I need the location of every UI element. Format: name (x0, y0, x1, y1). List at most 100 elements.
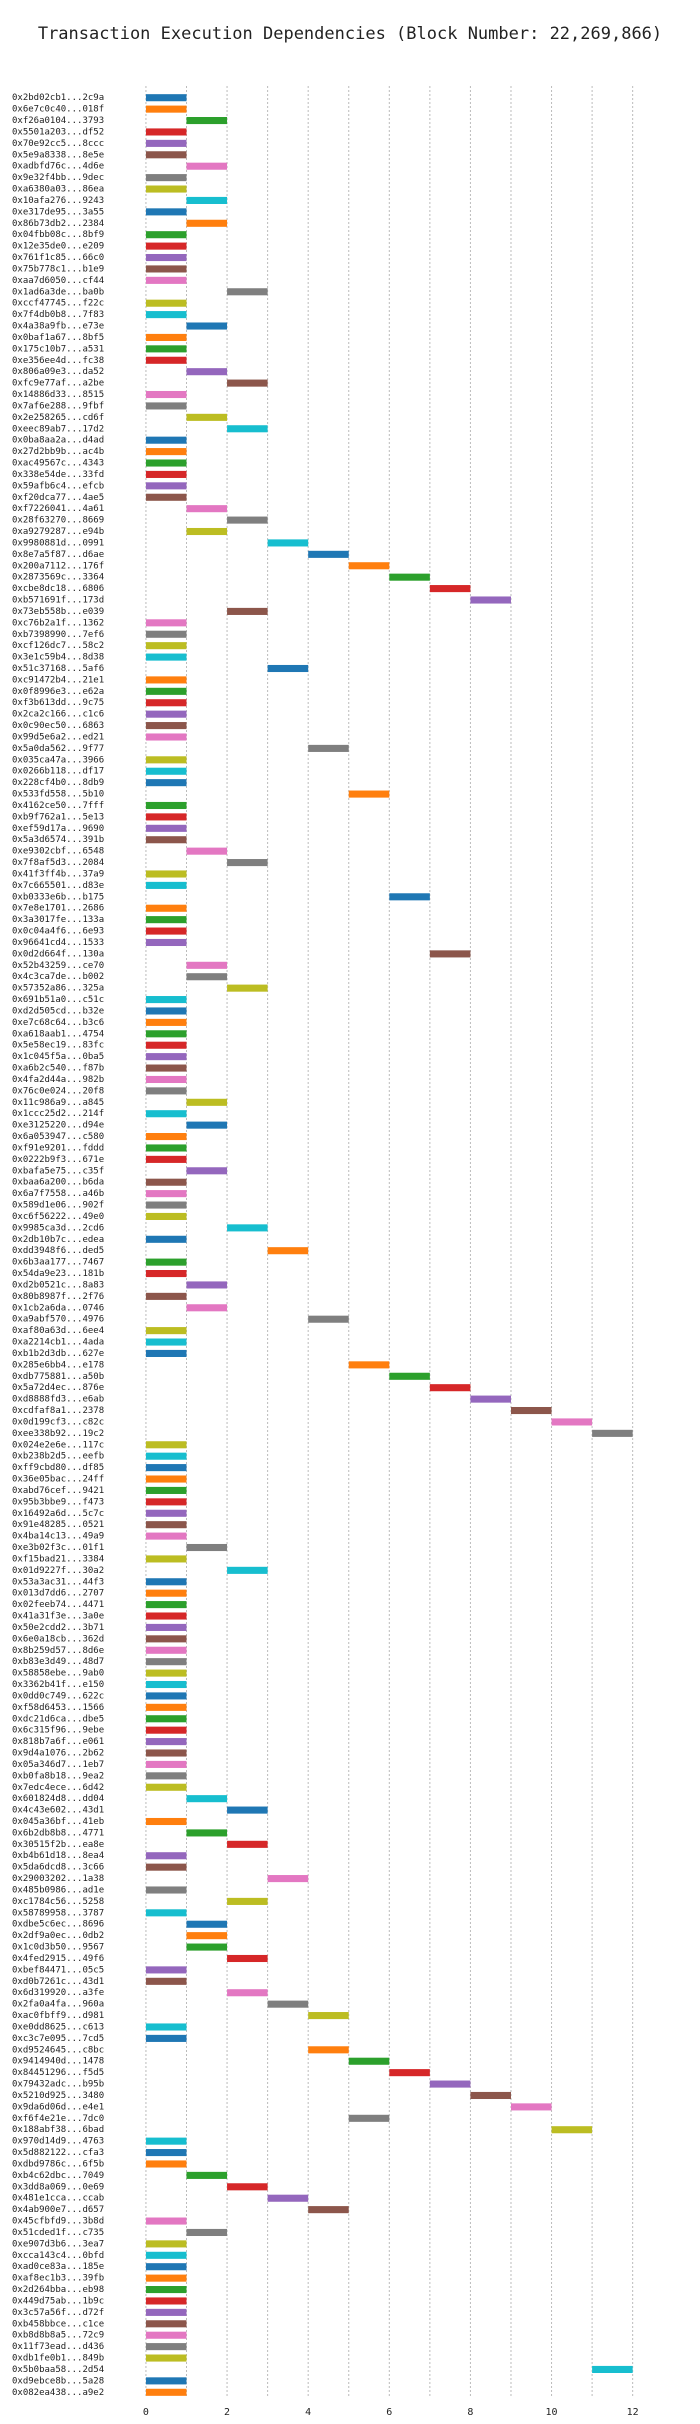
y-tick-label: 0x16492a6d...5c7c (12, 1509, 104, 1519)
bar (145, 1612, 187, 1620)
y-tick-label: 0x4fed2915...49f6 (12, 1954, 104, 1964)
bar (186, 322, 228, 330)
y-tick-label: 0x7f8af5d3...2084 (12, 858, 104, 868)
bar (227, 1989, 268, 1997)
bar (145, 1452, 187, 1460)
y-tick-label: 0x0d199cf3...c82c (12, 1417, 104, 1427)
bar (145, 2251, 187, 2259)
y-tick-label: 0x589d1e06...902f (12, 1201, 104, 1211)
y-tick-label: 0xb1b2d3db...627e (12, 1349, 104, 1359)
bar (470, 596, 511, 604)
bar (145, 2274, 187, 2282)
y-tick-label: 0x5a0da562...9f77 (12, 744, 104, 754)
bar (145, 2240, 187, 2248)
bar (145, 1680, 187, 1689)
y-tick-label: 0xac0fbff9...d981 (12, 2011, 104, 2021)
y-tick-label: 0x3e1c59b4...8d38 (12, 653, 104, 663)
bar (308, 2012, 349, 2020)
bar (145, 2343, 187, 2351)
bar (145, 356, 187, 364)
bar (348, 790, 390, 798)
bar (145, 630, 187, 638)
y-tick-label: 0x30515f2b...ea8e (12, 1840, 104, 1850)
bar (145, 128, 187, 136)
y-tick-label: 0xcdfaf8a1...2378 (12, 1406, 104, 1416)
y-tick-label: 0x11c986a9...a845 (12, 1098, 104, 1108)
y-tick-label: 0xa9abf570...4976 (12, 1315, 104, 1325)
bar (145, 722, 187, 730)
y-tick-label: 0x9985ca3d...2cd6 (12, 1223, 104, 1233)
y-tick-label: 0x4c43e602...43d1 (12, 1806, 104, 1816)
y-tick-label: 0x5b0baa58...2d54 (12, 2365, 104, 2375)
bar (186, 117, 228, 125)
y-tick-label: 0x3a3017fe...133a (12, 915, 104, 925)
y-tick-label: 0x5a3d6574...391b (12, 835, 104, 845)
bar (429, 2080, 471, 2088)
y-tick-label: 0xff9cbd80...df85 (12, 1463, 104, 1473)
bar (145, 1144, 187, 1152)
bar (389, 893, 430, 901)
y-tick-label: 0xc91472b4...21e1 (12, 675, 104, 685)
bar (186, 961, 228, 969)
y-tick-label: 0xa9279287...e94b (12, 527, 104, 537)
bar (145, 1133, 187, 1141)
y-tick-label: 0x5e9a8338...8e5e (12, 150, 104, 160)
bar (145, 174, 187, 182)
bar (145, 1738, 187, 1746)
bar (186, 413, 228, 421)
y-tick-label: 0x2df9a0ec...0db2 (12, 1931, 104, 1941)
y-tick-label: 0xf7226041...4a61 (12, 504, 104, 514)
y-tick-label: 0xeec89ab7...17d2 (12, 424, 104, 434)
x-tick-label: 0 (143, 2407, 149, 2418)
y-tick-label: 0x188abf38...6bad (12, 2125, 104, 2135)
bar (145, 253, 187, 262)
bar (227, 516, 268, 524)
y-tick-label: 0x338e54de...33fd (12, 470, 104, 480)
y-tick-label: 0x8e7a5f87...d6ae (12, 550, 104, 560)
bar (145, 1817, 187, 1826)
bar (186, 1304, 228, 1312)
bar (308, 744, 349, 752)
y-tick-label: 0xabd76cef...9421 (12, 1486, 104, 1496)
bar (186, 973, 228, 981)
bar (510, 2103, 552, 2111)
bar (186, 1943, 228, 1951)
bar (145, 231, 187, 239)
bar (145, 1030, 187, 1038)
y-tick-label: 0x58789958...3787 (12, 1908, 104, 1918)
bar (510, 1406, 552, 1415)
bar (186, 1932, 228, 1940)
y-tick-label: 0xbaa6a200...b6da (12, 1178, 104, 1188)
y-tick-label: 0xd0b7261c...43d1 (12, 1977, 104, 1987)
bar (429, 1384, 471, 1392)
bar (145, 619, 187, 627)
bar (145, 299, 187, 307)
y-tick-label: 0x59afb6c4...efcb (12, 481, 104, 491)
bar (145, 1338, 187, 1346)
bar (145, 1726, 187, 1734)
y-tick-label: 0x3362b41f...e150 (12, 1680, 104, 1690)
bar (145, 493, 187, 501)
bar (348, 2114, 390, 2122)
y-tick-label: 0x1c0d3b50...9567 (12, 1943, 104, 1953)
bar (145, 1760, 187, 1768)
bar (145, 1064, 187, 1072)
bar (145, 345, 187, 353)
y-tick-label: 0x691b51a0...c51c (12, 995, 104, 1005)
bar (145, 1178, 187, 1186)
y-tick-label: 0xf91e9201...fddd (12, 1143, 104, 1153)
y-tick-label: 0xcbe8dc18...6806 (12, 584, 104, 594)
bar (145, 1155, 187, 1163)
y-tick-label: 0x6b2db8b8...4771 (12, 1828, 104, 1838)
y-tick-label: 0xc76b2a1f...1362 (12, 618, 104, 628)
bar (145, 1441, 187, 1449)
y-tick-label: 0x79432adc...b95b (12, 2080, 104, 2090)
y-tick-label: 0xb0fa8b18...9ea2 (12, 1771, 104, 1781)
bar (145, 801, 187, 810)
y-tick-label: 0x84451296...f5d5 (12, 2068, 104, 2078)
y-tick-label: 0x2bd02cb1...2c9a (12, 93, 104, 103)
bar (145, 1475, 187, 1483)
y-tick-label: 0x9da6d06d...e4e1 (12, 2102, 104, 2112)
y-tick-label: 0x58858ebe...9ab0 (12, 1669, 104, 1679)
bar (145, 653, 187, 661)
